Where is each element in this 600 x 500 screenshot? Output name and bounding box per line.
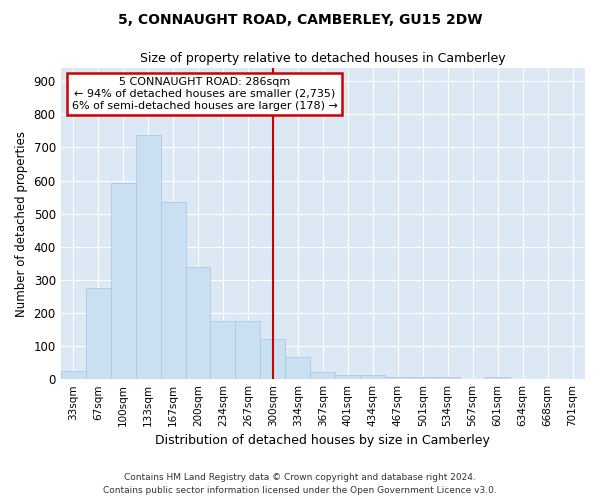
- Bar: [485, 376, 510, 379]
- Text: 5, CONNAUGHT ROAD, CAMBERLEY, GU15 2DW: 5, CONNAUGHT ROAD, CAMBERLEY, GU15 2DW: [118, 12, 482, 26]
- Bar: [385, 377, 410, 379]
- Bar: [335, 375, 360, 379]
- Bar: [136, 135, 161, 379]
- Bar: [435, 377, 460, 379]
- Bar: [185, 268, 211, 379]
- Bar: [161, 202, 185, 379]
- Bar: [61, 371, 86, 379]
- Bar: [360, 375, 385, 379]
- Bar: [310, 372, 335, 379]
- Title: Size of property relative to detached houses in Camberley: Size of property relative to detached ho…: [140, 52, 506, 66]
- X-axis label: Distribution of detached houses by size in Camberley: Distribution of detached houses by size …: [155, 434, 490, 448]
- Bar: [110, 183, 136, 379]
- Bar: [286, 356, 310, 379]
- Bar: [86, 288, 110, 379]
- Bar: [260, 340, 286, 379]
- Bar: [211, 322, 235, 379]
- Y-axis label: Number of detached properties: Number of detached properties: [15, 130, 28, 316]
- Bar: [410, 377, 435, 379]
- Text: Contains HM Land Registry data © Crown copyright and database right 2024.
Contai: Contains HM Land Registry data © Crown c…: [103, 474, 497, 495]
- Text: 5 CONNAUGHT ROAD: 286sqm
← 94% of detached houses are smaller (2,735)
6% of semi: 5 CONNAUGHT ROAD: 286sqm ← 94% of detach…: [72, 78, 338, 110]
- Bar: [235, 322, 260, 379]
